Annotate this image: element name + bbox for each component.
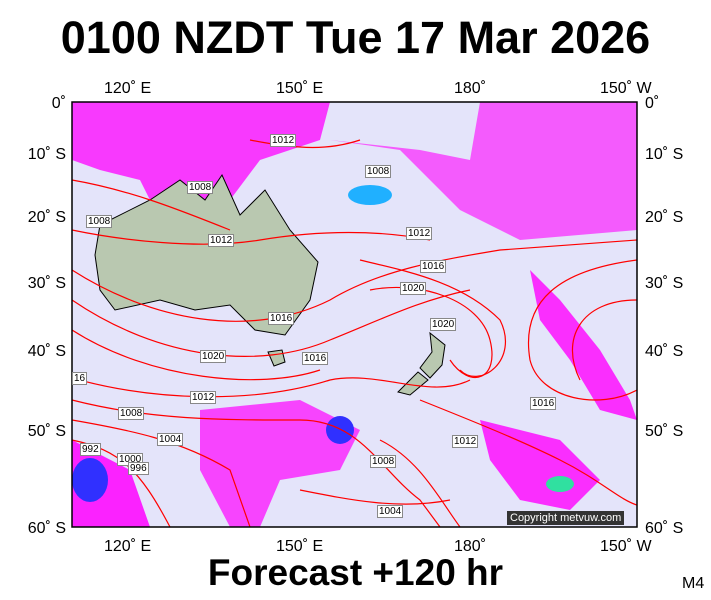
new-zealand [397, 331, 446, 396]
lon-label: 150˚ W [600, 538, 652, 555]
lat-label: 60˚ S [27, 520, 66, 537]
isobar [71, 377, 471, 398]
isobar-label: 1020 [200, 350, 227, 363]
lat-label: 30˚ S [645, 275, 684, 292]
lat-label: 50˚ S [27, 423, 66, 440]
isobar-label: 996 [128, 462, 149, 475]
isobar-label: 1016 [420, 260, 447, 273]
isobar-label: 1012 [208, 234, 235, 247]
isobar-label: 1020 [400, 282, 427, 295]
lat-label: 30˚ S [27, 275, 66, 292]
isobar [71, 229, 431, 245]
isobar [419, 399, 638, 506]
isobar-label: 1008 [86, 215, 113, 228]
lat-label: 0˚ [51, 95, 66, 112]
isobar [299, 489, 451, 505]
isobar [571, 299, 638, 381]
isobar-label: 1008 [118, 407, 145, 420]
lon-label: 120˚ E [104, 538, 152, 555]
lat-label: 20˚ S [645, 209, 684, 226]
map-frame [71, 101, 638, 528]
isobar-label: 1012 [452, 435, 479, 448]
copyright: Copyright metvuw.com [507, 511, 625, 525]
isobar [249, 139, 361, 149]
lon-label: 180˚ [454, 80, 487, 97]
lon-label: 120˚ E [104, 80, 152, 97]
model-label: M4 [682, 575, 705, 592]
lat-label: 10˚ S [27, 146, 66, 163]
isobar [71, 239, 638, 322]
lat-label: 0˚ [645, 95, 660, 112]
isobar-label: 992 [80, 443, 101, 456]
isobar-label: 1020 [430, 318, 457, 331]
isobar [71, 329, 321, 381]
forecast-label: Forecast +120 hr [207, 552, 504, 593]
isobar-label: 1008 [370, 455, 397, 468]
isobar-label: 1004 [377, 505, 404, 518]
isobar [528, 259, 638, 401]
isobar [71, 179, 231, 231]
isobar-label: 1016 [302, 352, 329, 365]
isobar-label: 1012 [190, 391, 217, 404]
lat-label: 40˚ S [27, 343, 66, 360]
isobar-label: 1012 [406, 227, 433, 240]
lat-label: 20˚ S [27, 209, 66, 226]
lat-label: 60˚ S [645, 520, 684, 537]
lon-label: 150˚ W [600, 80, 652, 97]
australia [94, 173, 319, 336]
isobar-label: 1012 [270, 134, 297, 147]
isobar-label: 1004 [157, 433, 184, 446]
lon-label: 150˚ E [276, 538, 324, 555]
isobar-label: 16 [72, 372, 88, 385]
map-title: 0100 NZDT Tue 17 Mar 2026 [60, 12, 651, 63]
isobar-label: 1008 [365, 165, 392, 178]
lat-label: 50˚ S [645, 423, 684, 440]
lat-label: 40˚ S [645, 343, 684, 360]
isobar-label: 1008 [187, 181, 214, 194]
lon-label: 180˚ [454, 538, 487, 555]
isobar [71, 289, 471, 357]
isobar-label: 1016 [268, 312, 295, 325]
isobar [379, 439, 461, 528]
lon-label: 150˚ E [276, 80, 324, 97]
isobar-label: 1016 [530, 397, 557, 410]
lat-label: 10˚ S [645, 146, 684, 163]
